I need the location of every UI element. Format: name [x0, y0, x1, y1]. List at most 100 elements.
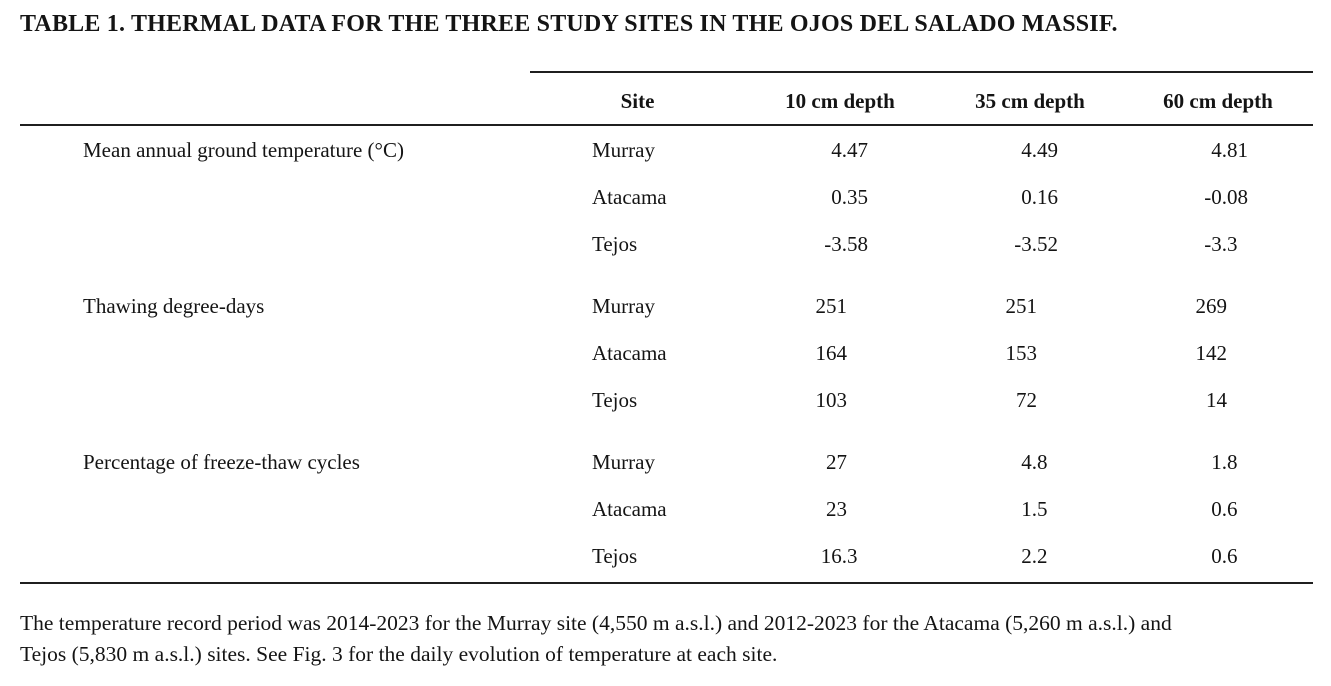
value-fraction-part: 52 — [1037, 232, 1058, 256]
value-cell: 142 — [1125, 341, 1311, 366]
value-fraction-part: 81 — [1227, 138, 1248, 162]
value-fraction-part: 3 — [1227, 232, 1238, 256]
value-fraction-part: 8 — [1227, 450, 1238, 474]
value-integer-part: 269 — [1195, 294, 1228, 318]
column-header-site: Site — [620, 88, 655, 113]
table-body: Mean annual ground temperature (°C) Murra… — [20, 127, 1311, 580]
value-cell: -3. 58 — [745, 232, 935, 257]
value-fraction-part — [847, 388, 935, 413]
value-integer-part: -0. — [1204, 185, 1227, 209]
footnote-line-2: Tejos (5,830 m a.s.l.) sites. See Fig. 3… — [20, 642, 778, 666]
value-fraction-part: 58 — [847, 232, 868, 256]
value-cell: 251 — [935, 294, 1125, 319]
value-cell: 1. 5 — [935, 497, 1125, 522]
value-integer-part: 4. — [831, 138, 847, 162]
table-row: Tejos -3. 58 -3. 52 -3. 3 — [20, 221, 1311, 268]
value-cell: 4. 47 — [745, 138, 935, 163]
table-row: Thawing degree-days Murray 251 251 269 — [20, 283, 1311, 330]
value-cell: 72 — [935, 388, 1125, 413]
value-integer-part: 4. — [1211, 138, 1227, 162]
value-integer-part: 72 — [1016, 388, 1037, 412]
column-header-10cm-depth: 10 cm depth — [785, 88, 895, 113]
value-fraction-part: 6 — [1227, 544, 1238, 568]
row-group-label: Thawing degree-days — [83, 294, 265, 318]
value-integer-part: 0. — [1211, 544, 1227, 568]
value-fraction-part: 08 — [1227, 185, 1248, 209]
column-header-35cm-depth: 35 cm depth — [975, 88, 1085, 113]
value-integer-part: 1. — [1021, 497, 1037, 521]
value-fraction-part: 16 — [1037, 185, 1058, 209]
table-row: Atacama 0. 35 0. 16 -0. 08 — [20, 174, 1311, 221]
value-cell: 4. 49 — [935, 138, 1125, 163]
site-cell: Murray — [592, 450, 655, 474]
value-fraction-part — [847, 341, 935, 366]
table-title: TABLE 1. THERMAL DATA FOR THE THREE STUD… — [20, 11, 1118, 37]
site-cell: Atacama — [592, 497, 667, 521]
site-cell: Murray — [592, 294, 655, 318]
header-top-rule — [530, 71, 1313, 73]
value-integer-part: 27 — [826, 450, 847, 474]
value-integer-part: 23 — [826, 497, 847, 521]
value-cell: -0. 08 — [1125, 185, 1311, 210]
value-cell: 0. 16 — [935, 185, 1125, 210]
row-group: Percentage of freeze-thaw cycles Murray 27… — [20, 439, 1311, 580]
value-cell: 103 — [745, 388, 935, 413]
row-group: Thawing degree-days Murray 251 251 269 Atacam… — [20, 283, 1311, 424]
site-cell: Tejos — [592, 544, 638, 568]
value-cell: 4. 8 — [935, 450, 1125, 475]
value-fraction-part — [847, 497, 935, 522]
value-integer-part: -3. — [824, 232, 847, 256]
value-cell: -3. 52 — [935, 232, 1125, 257]
table-bottom-rule — [20, 582, 1313, 584]
value-cell: 14 — [1125, 388, 1311, 413]
value-fraction-part: 49 — [1037, 138, 1058, 162]
value-integer-part: 1. — [1211, 450, 1227, 474]
value-integer-part: 4. — [1021, 450, 1037, 474]
value-integer-part: 142 — [1195, 341, 1228, 365]
value-fraction-part — [1227, 294, 1311, 319]
value-fraction-part — [847, 450, 935, 475]
value-fraction-part: 35 — [847, 185, 868, 209]
value-integer-part: 0. — [831, 185, 847, 209]
footnote-line-1: The temperature record period was 2014-2… — [20, 611, 1172, 635]
value-integer-part: 0. — [1021, 185, 1037, 209]
value-cell: 0. 35 — [745, 185, 935, 210]
site-cell: Tejos — [592, 388, 638, 412]
value-fraction-part: 3 — [847, 544, 858, 568]
site-cell: Atacama — [592, 341, 667, 365]
value-integer-part: 14 — [1206, 388, 1227, 412]
value-cell: 1. 8 — [1125, 450, 1311, 475]
value-cell: -3. 3 — [1125, 232, 1311, 257]
value-integer-part: 251 — [815, 294, 848, 318]
row-group-label: Mean annual ground temperature (°C) — [83, 138, 404, 162]
value-fraction-part — [847, 294, 935, 319]
value-integer-part: 103 — [815, 388, 848, 412]
value-integer-part: 251 — [1005, 294, 1038, 318]
value-integer-part: 153 — [1005, 341, 1038, 365]
value-fraction-part: 8 — [1037, 450, 1048, 474]
table-row: Tejos 16. 3 2. 2 0. 6 — [20, 533, 1311, 580]
value-fraction-part: 2 — [1037, 544, 1048, 568]
value-integer-part: 164 — [815, 341, 848, 365]
value-integer-part: -3. — [1204, 232, 1227, 256]
row-group-label: Percentage of freeze-thaw cycles — [83, 450, 360, 474]
value-cell: 16. 3 — [745, 544, 935, 569]
value-integer-part: -3. — [1014, 232, 1037, 256]
value-fraction-part — [1037, 294, 1125, 319]
value-fraction-part — [1037, 388, 1125, 413]
value-cell: 23 — [745, 497, 935, 522]
value-cell: 0. 6 — [1125, 497, 1311, 522]
value-fraction-part: 5 — [1037, 497, 1048, 521]
site-cell: Tejos — [592, 232, 638, 256]
table-header-row: Site 10 cm depth 35 cm depth 60 cm depth — [20, 78, 1311, 124]
value-fraction-part: 47 — [847, 138, 868, 162]
table-row: Atacama 164 153 142 — [20, 330, 1311, 377]
header-bottom-rule — [20, 124, 1313, 126]
site-cell: Murray — [592, 138, 655, 162]
value-cell: 27 — [745, 450, 935, 475]
value-fraction-part — [1227, 388, 1311, 413]
value-cell: 164 — [745, 341, 935, 366]
value-cell: 2. 2 — [935, 544, 1125, 569]
value-fraction-part: 6 — [1227, 497, 1238, 521]
